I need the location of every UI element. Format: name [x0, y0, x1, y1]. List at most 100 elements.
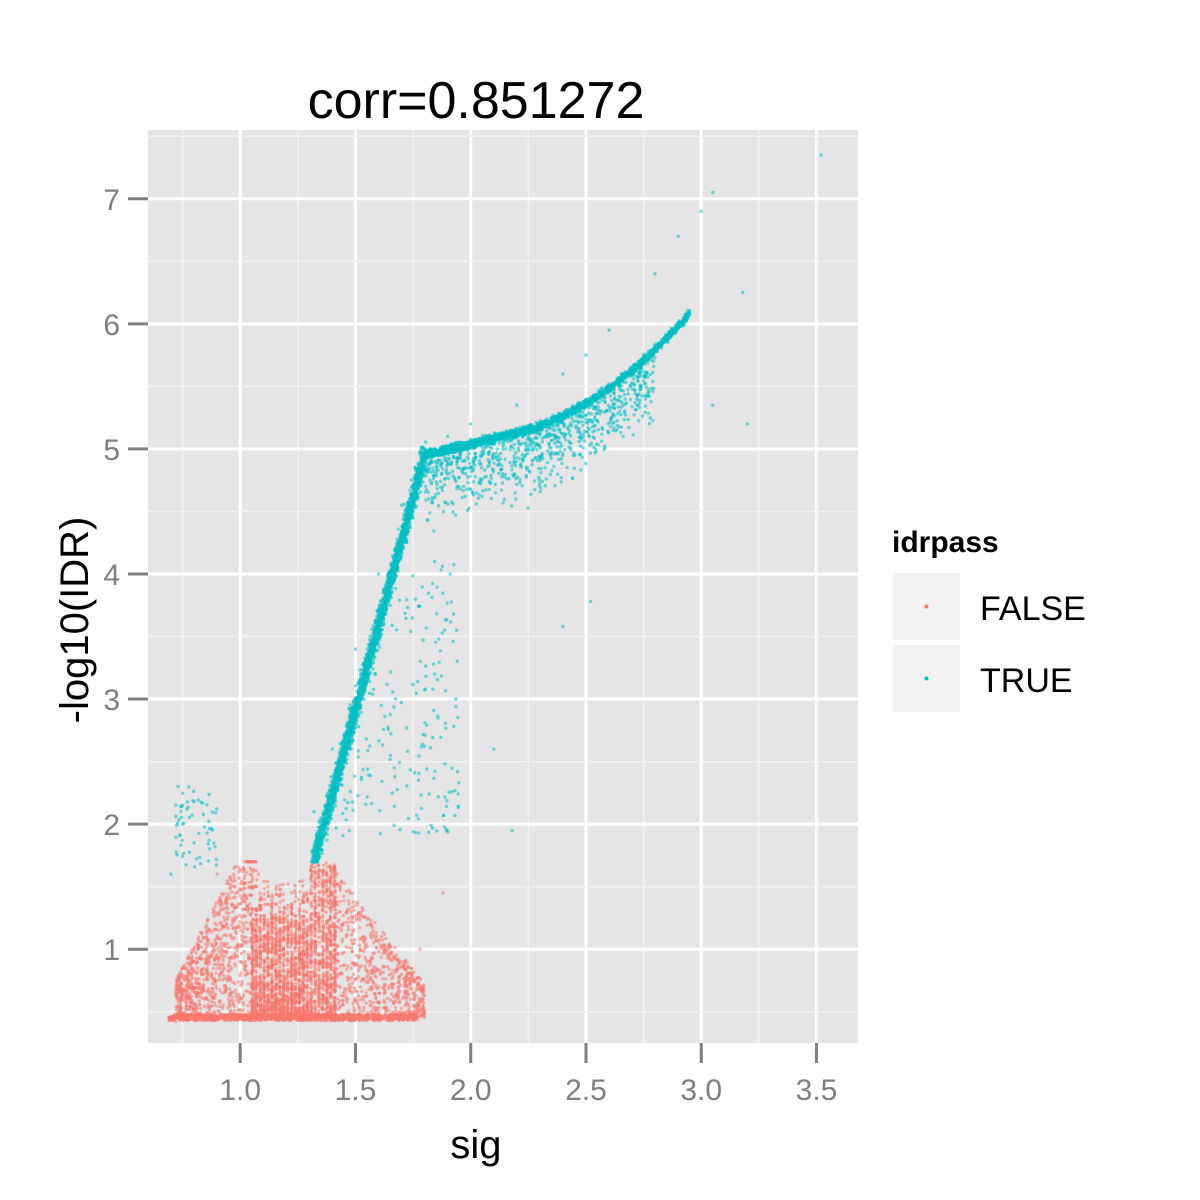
false-point	[331, 955, 335, 959]
false-point	[313, 886, 317, 890]
false-point	[269, 1004, 274, 1009]
false-point	[305, 1004, 310, 1008]
false-point	[360, 989, 364, 994]
false-point	[289, 940, 294, 944]
false-point	[405, 976, 409, 980]
false-point	[271, 956, 275, 960]
false-point	[222, 943, 226, 947]
false-point	[221, 958, 225, 963]
false-point	[363, 964, 367, 968]
false-point	[325, 970, 329, 974]
false-point	[302, 915, 306, 919]
false-point	[244, 989, 248, 993]
false-point	[293, 924, 297, 928]
false-point	[242, 867, 246, 872]
false-point	[309, 974, 314, 978]
false-point	[204, 950, 208, 954]
false-point	[270, 959, 274, 964]
false-point	[217, 959, 221, 963]
false-point	[351, 900, 355, 904]
false-point	[266, 1014, 271, 1018]
false-point	[180, 993, 185, 997]
false-point	[333, 971, 337, 975]
false-point	[239, 997, 243, 1001]
false-point	[313, 913, 318, 918]
false-point	[309, 979, 313, 983]
false-point	[277, 997, 282, 1001]
false-point	[328, 1005, 332, 1010]
false-point	[313, 865, 317, 870]
false-point	[262, 1010, 266, 1014]
false-point	[217, 998, 222, 1003]
false-point	[293, 977, 298, 982]
false-point	[324, 1007, 329, 1011]
false-point	[297, 942, 301, 946]
false-point	[338, 888, 342, 892]
false-point	[302, 973, 306, 977]
false-point	[240, 982, 244, 986]
false-point	[274, 976, 279, 980]
false-point	[249, 1013, 253, 1018]
false-point	[297, 956, 301, 960]
false-point	[344, 889, 348, 894]
false-point	[184, 1016, 189, 1020]
false-point	[222, 915, 226, 919]
false-point	[317, 997, 321, 1001]
false-point	[333, 908, 337, 912]
false-point	[341, 999, 345, 1003]
false-point	[281, 898, 285, 902]
false-point	[192, 1013, 196, 1017]
false-point	[254, 954, 259, 958]
false-point	[399, 959, 403, 964]
false-point	[306, 1001, 310, 1005]
false-point	[236, 925, 240, 929]
false-point	[190, 975, 194, 979]
false-point	[204, 923, 209, 928]
false-point	[309, 1015, 313, 1020]
false-point	[301, 978, 306, 983]
false-point	[196, 986, 200, 990]
false-point	[351, 972, 356, 977]
false-point	[263, 902, 267, 907]
false-point	[309, 888, 313, 892]
false-point	[364, 990, 368, 995]
false-point	[262, 879, 266, 884]
false-point	[356, 968, 360, 973]
false-point	[293, 891, 298, 895]
false-point	[286, 1007, 290, 1011]
false-point	[249, 936, 253, 940]
false-point	[325, 992, 329, 996]
false-point	[297, 997, 301, 1001]
false-point	[341, 913, 346, 918]
false-point	[197, 939, 201, 943]
false-point	[332, 875, 336, 880]
false-point	[355, 1016, 360, 1020]
false-point	[178, 970, 183, 975]
false-point	[317, 918, 321, 922]
false-point	[273, 927, 278, 931]
false-point	[325, 1000, 330, 1004]
false-point	[286, 952, 290, 956]
false-point	[302, 960, 306, 964]
false-point	[397, 985, 401, 989]
false-point	[302, 891, 306, 895]
false-point	[247, 880, 251, 885]
false-point	[273, 902, 278, 906]
false-point	[373, 1017, 377, 1022]
false-point	[381, 965, 385, 970]
false-point	[233, 988, 238, 993]
false-point	[309, 965, 313, 969]
false-point	[242, 949, 246, 954]
false-point	[305, 990, 309, 994]
false-point	[384, 936, 388, 941]
false-point	[310, 904, 314, 909]
false-point	[250, 965, 255, 969]
false-point	[282, 957, 286, 961]
false-point	[232, 1009, 236, 1013]
false-point	[266, 902, 270, 906]
false-point	[313, 1009, 318, 1013]
false-point	[219, 963, 224, 967]
false-point	[262, 988, 266, 992]
false-point	[282, 917, 286, 922]
false-point	[258, 1014, 262, 1018]
